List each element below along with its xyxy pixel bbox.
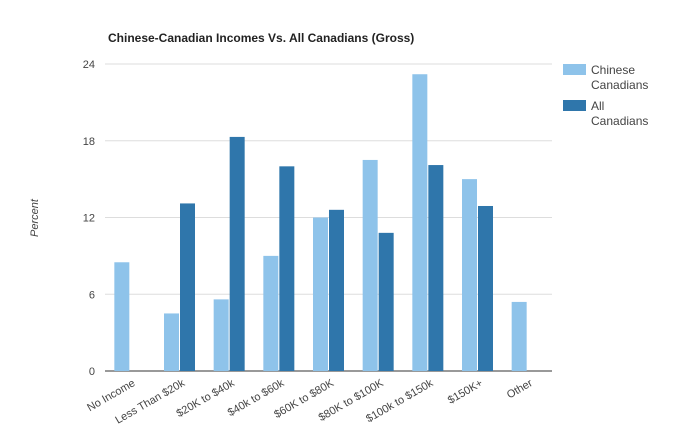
bar-all-canadians [229,136,245,371]
legend-label: Canadians [591,114,648,128]
bar-all-canadians [378,232,394,371]
legend-label: Canadians [591,78,648,92]
y-tick-label: 0 [89,366,95,378]
legend-label: Chinese [591,63,635,77]
bar-all-canadians [329,209,344,371]
y-tick-label: 12 [83,213,95,225]
x-tick-label: $150K+ [446,377,485,407]
bar-chinese-canadians [164,313,179,371]
legend-swatch-chinese-canadians [563,64,586,75]
bar-chinese-canadians [313,217,328,371]
bar-all-canadians [180,203,195,371]
chart-title: Chinese-Canadian Incomes Vs. All Canadia… [108,31,415,45]
bar-chinese-canadians [511,301,527,371]
y-tick-label: 18 [83,136,95,148]
bar-all-canadians [478,205,493,371]
legend-label: All [591,99,604,113]
bar-chinese-canadians [263,255,279,371]
bar-all-canadians [279,166,295,371]
y-axis-title: Percent [29,198,41,237]
bar-chinese-canadians [462,179,477,371]
legend-swatch-all-canadians [563,100,586,111]
bar-chinese-canadians [114,262,130,371]
bar-chinese-canadians [412,74,428,371]
bar-chinese-canadians [213,299,229,371]
y-tick-label: 24 [83,59,95,71]
y-tick-label: 6 [89,289,95,301]
bar-chinese-canadians [362,159,378,371]
bar-all-canadians [428,165,444,371]
x-tick-label: Other [505,377,535,401]
